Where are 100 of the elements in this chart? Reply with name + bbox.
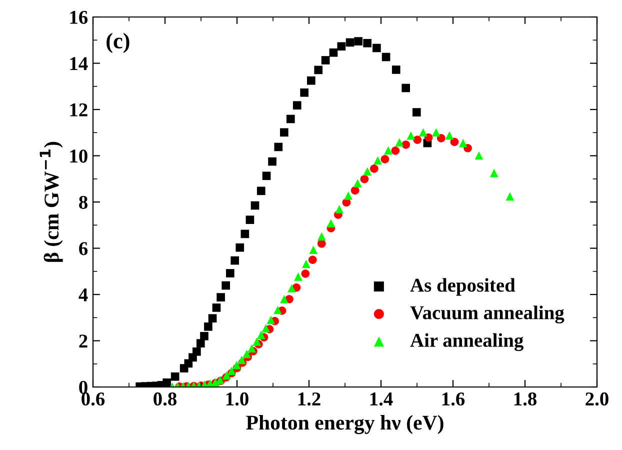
point (204, 322, 212, 331)
point (413, 136, 422, 144)
point (418, 128, 428, 137)
point (292, 101, 302, 110)
point (317, 232, 326, 241)
point (450, 138, 459, 146)
point (286, 114, 295, 124)
point (250, 201, 260, 210)
point (222, 281, 230, 290)
point (302, 260, 310, 268)
point (301, 270, 310, 278)
point (212, 304, 221, 312)
point (294, 272, 302, 281)
point (402, 140, 410, 149)
x-tick-label: 1.0 (226, 392, 248, 406)
point (268, 157, 276, 166)
point (300, 88, 308, 97)
point (391, 146, 400, 155)
x-tick-label: 1.4 (370, 392, 393, 406)
point (490, 168, 498, 178)
point (406, 131, 416, 140)
point (238, 356, 246, 364)
y-tick-label: 8 (79, 196, 88, 209)
point (226, 269, 234, 278)
point (240, 230, 250, 238)
y-tick-label: 12 (70, 103, 88, 116)
point (344, 192, 352, 200)
y-tick-label: 16 (70, 10, 88, 24)
point (162, 378, 171, 387)
point (354, 37, 362, 46)
point (266, 316, 276, 324)
point (329, 48, 338, 57)
legend-label: As deposited (410, 278, 516, 296)
point (374, 156, 382, 165)
point (346, 38, 354, 47)
point (382, 52, 390, 62)
point (372, 44, 381, 52)
point (246, 216, 254, 224)
point (236, 243, 244, 252)
point (227, 366, 236, 375)
x-tick-label: 1.6 (442, 392, 465, 406)
point (274, 142, 283, 152)
point (256, 330, 266, 340)
x-tick-label: 1.8 (514, 392, 537, 406)
point (402, 84, 410, 92)
point (412, 108, 421, 116)
point (337, 42, 346, 51)
point (424, 133, 433, 142)
y-tick-label: 0 (79, 380, 88, 394)
point (208, 314, 217, 322)
point (335, 205, 344, 214)
point (395, 138, 404, 147)
x-tick-label: 0.6 (82, 392, 105, 406)
point (445, 131, 454, 140)
point (248, 344, 256, 353)
point (436, 134, 446, 142)
point (242, 350, 251, 358)
y-tick-label: 4 (78, 288, 88, 302)
point (216, 293, 225, 302)
point (432, 128, 440, 137)
point (363, 167, 372, 176)
point (360, 174, 369, 184)
point (306, 76, 316, 85)
x-tick-label: 0.8 (154, 392, 177, 406)
point (314, 66, 323, 74)
point (506, 192, 514, 201)
point (363, 38, 372, 48)
x-tick-label: 2.0 (586, 392, 608, 406)
point (458, 138, 468, 148)
point (262, 172, 271, 180)
point (288, 284, 296, 292)
point (252, 338, 261, 346)
point (232, 360, 241, 370)
point (353, 179, 362, 188)
point (321, 56, 330, 64)
point (256, 186, 266, 196)
point (474, 151, 484, 160)
legend-label: Air annealing (410, 333, 524, 351)
point (370, 164, 378, 173)
point (262, 324, 270, 332)
point (274, 306, 282, 314)
y-tick-label: 10 (70, 150, 88, 163)
point (230, 256, 240, 265)
point (384, 146, 392, 155)
legend-label: Vacuum annealing (410, 306, 564, 324)
point (308, 256, 317, 264)
point (280, 294, 288, 304)
point (200, 332, 208, 340)
x-axis-title: Photon energy hν (eV) (246, 415, 444, 434)
point (170, 372, 180, 381)
y-tick-label: 6 (79, 242, 88, 256)
point (280, 128, 288, 137)
point (392, 66, 400, 74)
point (380, 155, 390, 164)
point (309, 246, 318, 254)
point (326, 219, 336, 228)
annotation: (c) (106, 32, 130, 53)
y-axis-title: β (cm GW$^{−1}$) (40, 142, 63, 262)
point (192, 347, 201, 356)
y-tick-label: 14 (70, 57, 88, 70)
